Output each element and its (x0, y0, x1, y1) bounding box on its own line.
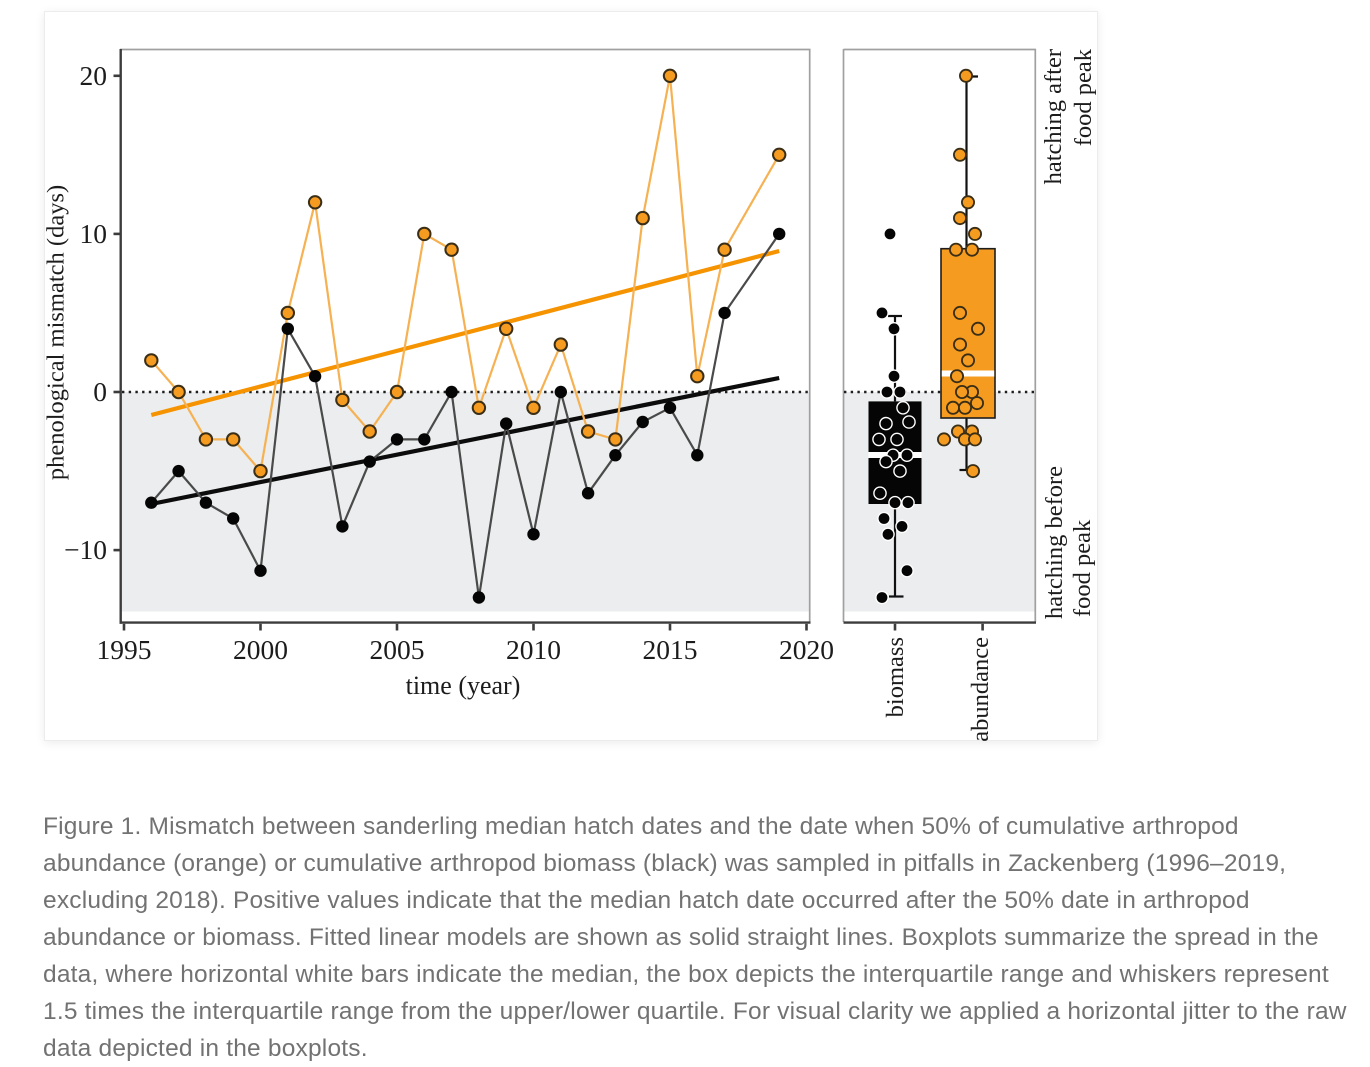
svg-text:−10: −10 (64, 534, 107, 565)
svg-text:hatching after: hatching after (1040, 49, 1067, 184)
svg-text:10: 10 (80, 218, 108, 249)
svg-text:biomass: biomass (882, 637, 909, 717)
svg-text:2015: 2015 (643, 634, 698, 665)
svg-text:food peak: food peak (1069, 519, 1096, 617)
svg-text:abundance: abundance (967, 637, 994, 742)
svg-text:2010: 2010 (506, 634, 561, 665)
svg-text:time (year): time (year) (406, 671, 521, 700)
svg-text:20: 20 (80, 60, 108, 91)
svg-text:food peak: food peak (1070, 48, 1097, 146)
svg-text:2020: 2020 (779, 634, 834, 665)
svg-text:phenological mismatch (days): phenological mismatch (days) (43, 185, 70, 480)
svg-text:0: 0 (93, 376, 107, 407)
svg-text:hatching before: hatching before (1041, 466, 1068, 619)
svg-text:2000: 2000 (233, 634, 288, 665)
svg-text:1995: 1995 (97, 634, 152, 665)
svg-text:2005: 2005 (370, 634, 425, 665)
